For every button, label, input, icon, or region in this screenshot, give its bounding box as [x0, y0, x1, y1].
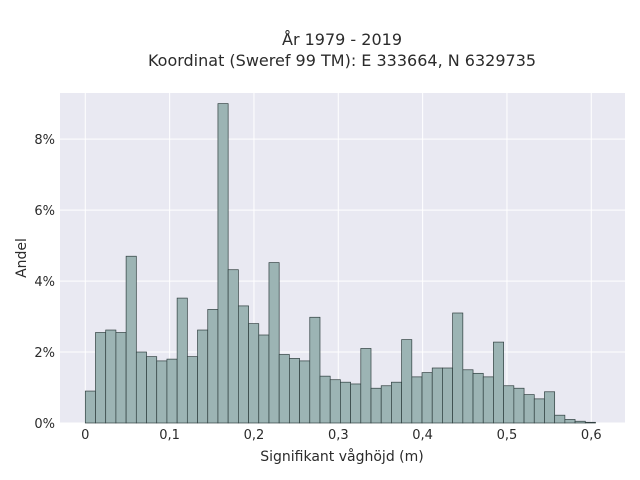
y-axis-label: Andel	[14, 238, 30, 278]
y-tick-label-3: 6%	[34, 204, 55, 219]
histogram-bars	[84, 103, 596, 424]
histogram-bar-18	[268, 262, 280, 424]
histogram-bar-40	[493, 341, 505, 424]
histogram-bar-49	[584, 421, 596, 424]
y-tick-label-1: 2%	[34, 346, 55, 361]
histogram-bar-16	[248, 323, 260, 424]
histogram-bar-27	[360, 348, 372, 424]
histogram-bar-30	[391, 381, 402, 424]
x-tick-label-3: 0,3	[328, 428, 349, 443]
chart-title: År 1979 - 2019	[282, 30, 402, 49]
x-axis-label: Signifikant våghöjd (m)	[260, 448, 423, 465]
histogram-bar-39	[482, 376, 494, 424]
histogram-bar-0	[84, 390, 96, 424]
histogram-bar-2	[105, 329, 117, 424]
histogram-bar-43	[523, 394, 535, 424]
y-tick-label-2: 4%	[34, 275, 55, 290]
histogram-bar-17	[258, 334, 270, 424]
chart-subtitle: Koordinat (Sweref 99 TM): E 333664, N 63…	[148, 51, 536, 70]
y-tick-label-0: 0%	[34, 417, 55, 432]
histogram-bar-24	[329, 379, 341, 424]
y-axis-ticks: 0% 2% 4% 6% 8%	[34, 133, 55, 432]
histogram-bar-10	[186, 356, 198, 424]
x-tick-label-1: 0,1	[159, 428, 180, 443]
histogram-bar-41	[503, 385, 515, 424]
x-tick-label-4: 0,4	[412, 428, 433, 443]
histogram-bar-7	[156, 360, 168, 424]
histogram-bar-3	[115, 332, 127, 424]
histogram-bar-47	[564, 419, 576, 424]
histogram-bar-8	[166, 358, 178, 424]
histogram-bar-6	[146, 356, 158, 424]
x-tick-label-2: 0,2	[244, 428, 265, 443]
x-tick-label-0: 0	[81, 428, 89, 443]
x-tick-label-5: 0,5	[497, 428, 518, 443]
histogram-bar-34	[431, 367, 443, 424]
histogram-bar-19	[278, 354, 290, 424]
histogram-bar-48	[574, 420, 586, 424]
histogram-bar-45	[544, 391, 556, 424]
histogram-bar-42	[513, 387, 525, 424]
histogram-bar-37	[462, 369, 474, 424]
histogram-bar-1	[95, 332, 107, 424]
histogram-bar-5	[135, 351, 147, 424]
histogram-bar-23	[319, 375, 331, 424]
histogram-bar-21	[299, 360, 311, 424]
histogram-bar-46	[554, 414, 566, 424]
y-tick-label-4: 8%	[34, 133, 55, 148]
histogram-bar-26	[350, 383, 362, 424]
histogram-bar-33	[421, 372, 433, 424]
histogram-bar-20	[289, 358, 300, 424]
histogram-bar-22	[309, 316, 321, 424]
histogram-bar-15	[238, 305, 249, 424]
histogram-bar-12	[207, 309, 219, 424]
histogram-bar-31	[401, 339, 413, 424]
histogram-bar-9	[176, 297, 188, 424]
histogram-bar-32	[411, 376, 423, 424]
histogram-bar-35	[442, 367, 453, 424]
x-tick-label-6: 0,6	[581, 428, 602, 443]
histogram-bar-44	[533, 398, 545, 424]
histogram-bar-28	[370, 387, 382, 424]
histogram-bar-11	[197, 329, 209, 424]
x-axis-ticks: 0 0,1 0,2 0,3 0,4 0,5 0,6	[81, 428, 601, 443]
histogram-bar-29	[380, 385, 392, 424]
histogram-bar-4	[125, 255, 137, 424]
histogram-bar-13	[217, 103, 229, 424]
histogram-bar-14	[227, 269, 239, 424]
histogram-bar-25	[340, 381, 351, 424]
histogram-bar-38	[472, 372, 484, 424]
histogram-bar-36	[452, 312, 464, 424]
